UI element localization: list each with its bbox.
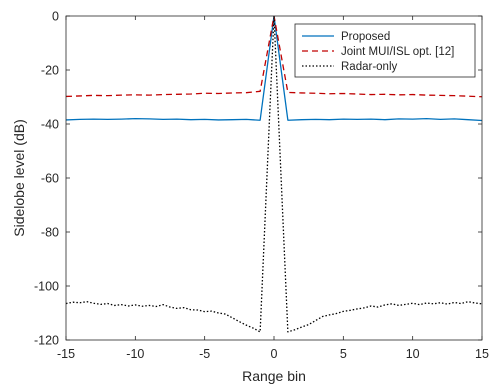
- legend-entry-proposed: Proposed: [302, 31, 390, 43]
- y-tick-label: -120: [34, 334, 59, 348]
- y-tick-label: -80: [41, 226, 59, 240]
- series-line-proposed: [66, 16, 482, 122]
- legend-label-joint: Joint MUI/ISL opt. [12]: [341, 46, 454, 58]
- series-line-radar-only: [66, 16, 482, 333]
- y-tick-label: 0: [52, 10, 59, 24]
- legend-entry-radar-only: Radar-only: [302, 61, 397, 73]
- series-line-joint: [66, 16, 482, 98]
- x-axis-label: Range bin: [242, 368, 306, 384]
- y-axis: 0 -20 -40 -60 -80 -100 -120: [34, 10, 482, 348]
- x-tick-label: -10: [126, 347, 144, 361]
- legend: Proposed Joint MUI/ISL opt. [12] Radar-o…: [294, 23, 476, 78]
- x-tick-label: 0: [271, 347, 278, 361]
- y-tick-label: -100: [34, 280, 59, 294]
- legend-label-proposed: Proposed: [341, 31, 390, 43]
- x-tick-label: 15: [475, 347, 489, 361]
- y-tick-label: -20: [41, 64, 59, 78]
- y-axis-label: Sidelobe level (dB): [11, 119, 27, 237]
- x-tick-label: 10: [406, 347, 420, 361]
- series-layer: [66, 16, 482, 333]
- legend-entry-joint: Joint MUI/ISL opt. [12]: [302, 46, 454, 58]
- y-tick-label: -40: [41, 118, 59, 132]
- x-axis: -15 -10 -5 0 5 10 15: [57, 16, 489, 361]
- y-tick-label: -60: [41, 172, 59, 186]
- x-tick-label: -5: [199, 347, 210, 361]
- legend-label-radar-only: Radar-only: [341, 61, 397, 73]
- x-tick-label: 5: [340, 347, 347, 361]
- x-tick-label: -15: [57, 347, 75, 361]
